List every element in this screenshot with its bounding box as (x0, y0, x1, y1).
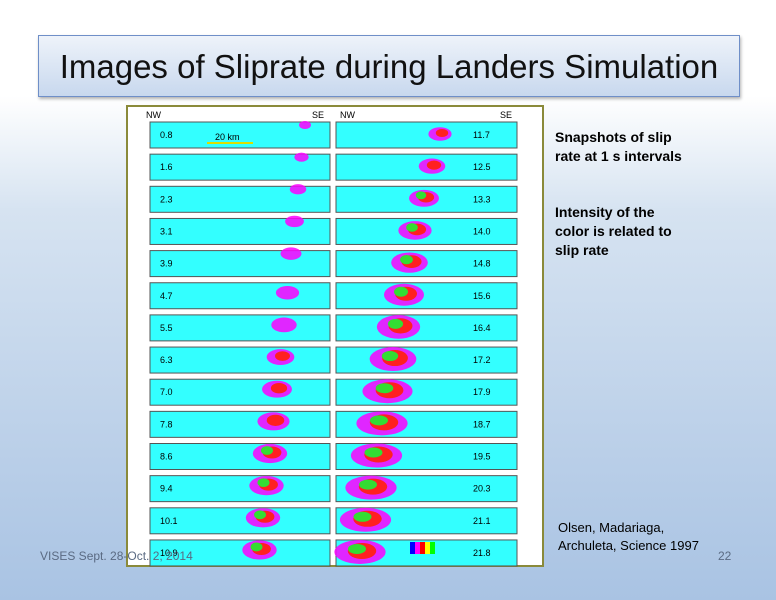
colorbar (425, 542, 430, 554)
time-label: 17.2 (473, 355, 491, 365)
slip-blob (261, 446, 273, 455)
time-label: 1.6 (160, 162, 173, 172)
time-label: 13.3 (473, 194, 491, 204)
slip-blob (364, 447, 383, 458)
strip (149, 314, 331, 342)
note: Snapshots of slip rate at 1 s intervals (555, 128, 682, 166)
note-line: Snapshots of slip (555, 129, 672, 145)
direction-label: SE (312, 110, 324, 120)
strip (149, 443, 331, 470)
slip-blob (250, 542, 263, 552)
time-label: 14.0 (473, 226, 491, 236)
slip-blob (294, 152, 309, 162)
slip-blob (375, 383, 394, 394)
note: Intensity of the color is related to sli… (555, 203, 672, 260)
strip (335, 346, 518, 374)
time-label: 3.9 (160, 259, 173, 269)
strip (149, 378, 331, 406)
slip-blob (359, 479, 377, 490)
time-label: 14.8 (473, 259, 491, 269)
time-label: 7.8 (160, 419, 173, 429)
footer: VISES Sept. 28-Oct. 2, 2014 (40, 549, 193, 563)
time-label: 12.5 (473, 162, 491, 172)
strip (149, 282, 331, 310)
strip (335, 121, 518, 149)
slip-blob (275, 285, 300, 300)
time-label: 4.7 (160, 291, 173, 301)
slip-blob (370, 415, 388, 426)
slip-blob (285, 215, 304, 228)
strip (335, 282, 518, 310)
citation: Olsen, Madariaga, Archuleta, Science 199… (558, 519, 699, 555)
strip (149, 410, 331, 438)
time-label: 8.6 (160, 452, 173, 462)
time-label: 15.6 (473, 291, 491, 301)
note-line: slip rate (555, 242, 609, 258)
time-label: 0.8 (160, 130, 173, 140)
time-label: 21.8 (473, 548, 491, 558)
colorbar (415, 542, 420, 554)
time-label: 6.3 (160, 355, 173, 365)
slip-blob (348, 543, 366, 554)
slip-blob (270, 383, 288, 394)
time-label: 20.3 (473, 484, 491, 494)
colorbar (430, 542, 435, 554)
time-label: 3.1 (160, 226, 173, 236)
colorbar (420, 542, 425, 554)
time-label: 19.5 (473, 452, 491, 462)
slip-blob (271, 317, 297, 333)
colorbar (410, 542, 415, 554)
slip-blob (266, 414, 285, 426)
page-number: 22 (718, 549, 732, 563)
citation-line: Archuleta, Science 1997 (558, 538, 699, 553)
slip-blob (289, 184, 307, 195)
time-label: 9.4 (160, 484, 173, 494)
direction-label: NW (340, 110, 355, 120)
time-label: 2.3 (160, 194, 173, 204)
time-label: 11.7 (473, 130, 490, 140)
strip (149, 250, 331, 278)
slip-blob (299, 121, 311, 129)
slip-blob (400, 254, 413, 265)
note-line: Intensity of the (555, 204, 655, 220)
slip-blob (353, 511, 372, 522)
strip (335, 314, 518, 342)
time-label: 17.9 (473, 387, 491, 397)
slip-blob (257, 478, 270, 488)
time-label: 5.5 (160, 323, 173, 333)
strip (149, 539, 331, 567)
time-label: 10.9 (160, 548, 178, 558)
note-line: rate at 1 s intervals (555, 148, 682, 164)
slip-blob (381, 351, 399, 362)
time-label: 16.4 (473, 323, 491, 333)
slip-blob (394, 286, 408, 297)
slip-blob (280, 247, 302, 260)
slip-blob (406, 223, 418, 232)
strip (149, 346, 331, 374)
time-label: 21.1 (473, 516, 491, 526)
time-label: 7.0 (160, 387, 173, 397)
slip-blob (275, 351, 290, 361)
note-line: color is related to (555, 223, 672, 239)
slip-blob (254, 510, 266, 520)
direction-label: NW (146, 110, 161, 120)
slip-blob (426, 160, 442, 170)
slip-blob (415, 191, 427, 200)
strip (149, 475, 331, 503)
slip-blob (387, 318, 404, 329)
time-label: 18.7 (473, 419, 491, 429)
strip (149, 507, 331, 535)
time-label: 10.1 (160, 516, 178, 526)
direction-label: SE (500, 110, 512, 120)
citation-line: Olsen, Madariaga, (558, 520, 665, 535)
scale-label: 20 km (215, 132, 240, 142)
slip-blob (435, 129, 449, 137)
slide-title: Images of Sliprate during Landers Simula… (38, 35, 740, 97)
